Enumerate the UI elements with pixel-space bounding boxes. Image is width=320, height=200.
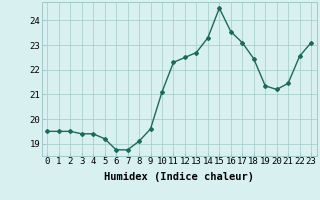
X-axis label: Humidex (Indice chaleur): Humidex (Indice chaleur) bbox=[104, 172, 254, 182]
